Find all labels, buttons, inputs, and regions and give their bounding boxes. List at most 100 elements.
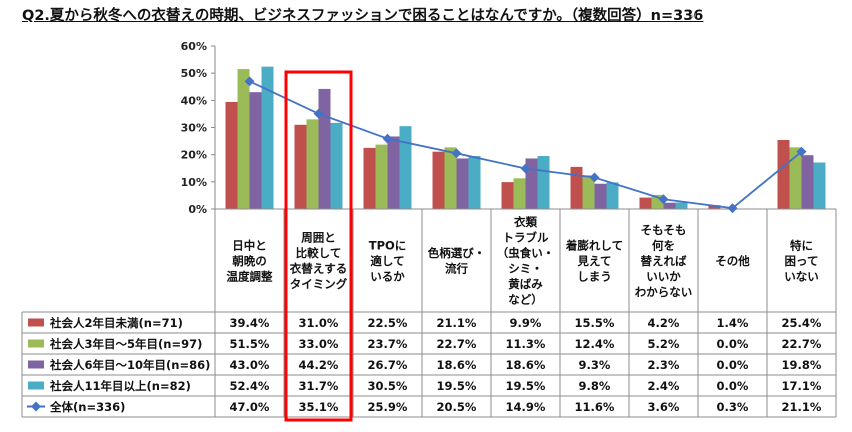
category-label-line: 日中と [232, 238, 267, 252]
table-value: 33.0% [299, 337, 339, 351]
table-value: 11.3% [506, 337, 546, 351]
bar [456, 158, 469, 209]
bar [399, 126, 412, 209]
category-label: 着膨れして見えてしまう [565, 238, 623, 283]
bar [330, 122, 343, 209]
category-label: 衣類トラブル（虫食い・シミ・黄ばみなど） [497, 215, 555, 307]
table-value: 19.5% [437, 379, 477, 393]
category-label: 周囲と比較して衣替えするタイミング [290, 231, 348, 292]
category-label-line: 困って [785, 254, 819, 268]
legend-marker [31, 401, 41, 412]
bar [225, 101, 238, 209]
table-value: 2.4% [648, 379, 680, 393]
y-tick-label: 60% [181, 40, 207, 53]
line-point [451, 148, 462, 159]
category-label: TPOに適しているか [369, 238, 407, 283]
table-value: 3.6% [648, 400, 680, 414]
legend-label: 社会人11年目以上(n=82) [49, 379, 191, 393]
table-value: 9.8% [579, 379, 611, 393]
table-value: 15.5% [575, 316, 615, 330]
paragraph-mark: ↵ [690, 12, 698, 22]
bar [537, 156, 550, 209]
table-value: 19.8% [782, 358, 822, 372]
bar [582, 175, 595, 209]
category-label-line: 比較して [296, 246, 342, 260]
table-value: 22.7% [437, 337, 477, 351]
category-label-line: その他 [715, 254, 750, 268]
bar [777, 139, 790, 209]
line-point [727, 203, 738, 214]
line-point [382, 133, 393, 144]
line-point [520, 163, 531, 174]
line-point [658, 194, 669, 205]
category-label-line: 見えて [577, 254, 612, 268]
table-value: 17.1% [782, 379, 822, 393]
bar [249, 92, 262, 209]
category-label-line: タイミング [290, 277, 348, 291]
table-value: 22.7% [782, 337, 822, 351]
legend-label: 社会人6年目～10年目(n=86) [49, 358, 210, 372]
table-value: 25.4% [782, 316, 822, 330]
category-label-line: 温度調整 [227, 269, 273, 283]
line-point [244, 76, 255, 87]
table-value: 22.5% [368, 316, 408, 330]
category-label-line: いない [784, 269, 819, 283]
table-value: 2.3% [648, 358, 680, 372]
category-label-line: 衣替えする [290, 262, 348, 276]
category-label: そもそも何を替えればいいかわからない [635, 223, 693, 299]
table-value: 52.4% [230, 379, 270, 393]
bar [525, 158, 538, 209]
category-label-line: いいか [646, 269, 681, 283]
legend-swatch [28, 381, 44, 390]
bar [501, 182, 514, 209]
table-value: 4.2% [648, 316, 680, 330]
category-label-line: 適して [370, 254, 404, 268]
category-label: 日中と朝晩の温度調整 [227, 238, 273, 283]
bar [594, 183, 607, 209]
table-value: 43.0% [230, 358, 270, 372]
table-value: 47.0% [230, 400, 270, 414]
bar [708, 205, 721, 209]
table-value: 25.9% [368, 400, 408, 414]
category-label-line: TPOに [369, 238, 407, 252]
category-label-line: 特に [790, 238, 813, 252]
category-label-line: シミ・ [508, 262, 543, 276]
chart-title: Q2.夏から秋冬への衣替えの時期、ビジネスファッションで困ることはなんですか。（… [22, 8, 704, 24]
table-value: 23.7% [368, 337, 408, 351]
bar [237, 69, 250, 209]
table-value: 11.6% [575, 400, 615, 414]
category-label-line: わからない [635, 285, 693, 299]
category-label-line: 色柄選び・ [428, 246, 486, 260]
bar [375, 144, 388, 209]
table-value: 18.6% [437, 358, 477, 372]
table-value: 0.0% [717, 358, 749, 372]
table-value: 31.7% [299, 379, 339, 393]
bar [639, 197, 652, 209]
bar [318, 88, 331, 209]
category-label-line: （虫食い・ [497, 246, 555, 260]
table-value: 9.9% [510, 316, 542, 330]
legend-label: 社会人2年目未満(n=71) [49, 316, 183, 330]
table-value: 14.9% [506, 400, 546, 414]
y-tick-label: 10% [181, 176, 207, 189]
table-value: 26.7% [368, 358, 408, 372]
category-label-line: いるか [370, 269, 405, 283]
table-value: 18.6% [506, 358, 546, 372]
category-label-line: など） [508, 293, 543, 307]
legend-label: 社会人3年目～5年目(n=97) [49, 337, 202, 351]
bar [387, 136, 400, 209]
table-value: 30.5% [368, 379, 408, 393]
bar [570, 166, 583, 209]
table-value: 19.5% [506, 379, 546, 393]
bar [468, 156, 481, 209]
table-value: 39.4% [230, 316, 270, 330]
category-label-line: 衣類 [514, 215, 537, 229]
legend-swatch [28, 360, 44, 369]
line-point [589, 172, 600, 183]
y-tick-label: 50% [181, 67, 207, 80]
category-label-line: 黄ばみ [508, 277, 543, 291]
bar [432, 151, 445, 209]
bar [294, 124, 307, 209]
y-tick-label: 30% [181, 122, 207, 135]
